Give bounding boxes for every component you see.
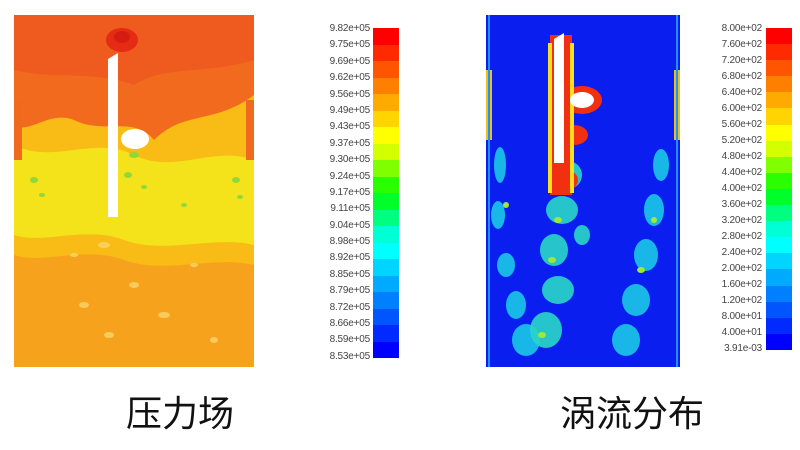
legend-swatch xyxy=(766,124,792,141)
legend-swatch xyxy=(766,108,792,125)
legend-swatch xyxy=(766,317,792,334)
legend-swatch xyxy=(373,160,399,177)
legend-label: 4.00e+02 xyxy=(721,183,763,194)
legend-label: 9.43e+05 xyxy=(329,121,371,133)
legend-swatch xyxy=(373,308,399,325)
legend-swatch xyxy=(766,285,792,302)
legend-label: 3.91e-03 xyxy=(724,343,762,354)
legend-label: 9.49e+05 xyxy=(329,104,371,116)
legend-label: 9.11e+05 xyxy=(330,203,370,215)
legend-label: 9.75e+05 xyxy=(329,39,371,51)
legend-label: 8.98e+05 xyxy=(329,236,371,248)
legend-label: 4.80e+02 xyxy=(721,151,763,162)
pressure-caption: 压力场 xyxy=(126,394,235,435)
legend-swatch xyxy=(373,259,399,276)
legend-swatch xyxy=(373,28,399,45)
legend-swatch xyxy=(766,205,792,222)
legend-swatch xyxy=(766,140,792,157)
legend-swatch xyxy=(373,94,399,111)
vorticity-legend-labels: 8.00e+02 7.60e+02 7.20e+02 6.80e+02 6.40… xyxy=(696,23,763,354)
legend-label: 2.40e+02 xyxy=(721,247,763,258)
legend-swatch xyxy=(766,333,792,350)
legend-label: 4.00e+01 xyxy=(721,327,763,338)
legend-swatch xyxy=(373,143,399,160)
pressure-panel: 9.82e+05 9.75e+05 9.69e+05 9.62e+05 9.56… xyxy=(14,15,399,435)
vorticity-panel: 8.00e+02 7.60e+02 7.20e+02 6.80e+02 6.40… xyxy=(400,0,800,450)
legend-label: 9.37e+05 xyxy=(329,137,371,149)
legend-swatch xyxy=(766,76,792,93)
legend-label: 2.00e+02 xyxy=(721,263,763,274)
vorticity-contour-svg xyxy=(486,15,680,367)
legend-label: 2.80e+02 xyxy=(721,231,763,242)
legend-swatch xyxy=(766,28,792,45)
legend-label: 9.56e+05 xyxy=(329,88,371,100)
legend-label: 8.53e+05 xyxy=(329,350,371,362)
legend-swatch xyxy=(373,341,399,358)
pressure-contour-svg xyxy=(14,15,254,367)
legend-swatch xyxy=(373,226,399,243)
legend-swatch xyxy=(766,156,792,173)
legend-swatch xyxy=(766,237,792,254)
legend-label: 1.60e+02 xyxy=(721,279,763,290)
legend-label: 7.60e+02 xyxy=(721,39,763,50)
legend-swatch xyxy=(766,221,792,238)
legend-swatch xyxy=(373,275,399,292)
legend-label: 9.62e+05 xyxy=(329,72,371,84)
legend-label: 3.60e+02 xyxy=(721,199,763,210)
legend-label: 6.00e+02 xyxy=(721,103,763,114)
legend-swatch xyxy=(766,253,792,270)
legend-label: 8.00e+01 xyxy=(721,311,763,322)
legend-swatch xyxy=(373,242,399,259)
legend-label: 9.17e+05 xyxy=(329,186,371,198)
legend-swatch xyxy=(373,325,399,342)
legend-label: 9.04e+05 xyxy=(329,219,371,231)
legend-swatch xyxy=(766,301,792,318)
pressure-legend-labels: 9.82e+05 9.75e+05 9.69e+05 9.62e+05 9.56… xyxy=(300,23,371,362)
legend-label: 9.24e+05 xyxy=(329,170,371,182)
vorticity-contour-plot xyxy=(486,15,680,367)
legend-swatch xyxy=(766,92,792,109)
legend-label: 8.85e+05 xyxy=(329,268,371,280)
legend-swatch xyxy=(766,269,792,286)
legend-label: 6.80e+02 xyxy=(721,71,763,82)
legend-swatch xyxy=(373,77,399,94)
legend-swatch xyxy=(373,127,399,144)
legend-label: 1.20e+02 xyxy=(721,295,763,306)
legend-swatch xyxy=(373,292,399,309)
legend-label: 8.79e+05 xyxy=(329,285,371,297)
vorticity-caption: 涡流分布 xyxy=(560,394,705,435)
legend-label: 7.20e+02 xyxy=(721,55,763,66)
legend-label: 5.20e+02 xyxy=(721,135,763,146)
pressure-contour-plot xyxy=(14,15,254,367)
legend-label: 9.30e+05 xyxy=(329,154,371,166)
legend-swatch xyxy=(373,110,399,127)
legend-swatch xyxy=(766,60,792,77)
legend-label: 3.20e+02 xyxy=(721,215,763,226)
legend-label: 9.69e+05 xyxy=(329,55,371,67)
legend-swatch xyxy=(373,209,399,226)
legend-label: 9.82e+05 xyxy=(329,23,371,34)
legend-label: 4.40e+02 xyxy=(721,167,763,178)
legend-label: 8.59e+05 xyxy=(329,334,371,346)
legend-label: 5.60e+02 xyxy=(721,119,763,130)
legend-label: 8.00e+02 xyxy=(721,23,763,34)
legend-swatch xyxy=(766,188,792,206)
vorticity-legend-bar xyxy=(766,28,792,350)
legend-swatch xyxy=(766,172,792,189)
pressure-legend-bar xyxy=(373,28,399,358)
legend-label: 8.66e+05 xyxy=(329,318,371,330)
legend-swatch xyxy=(373,44,399,61)
legend-label: 8.92e+05 xyxy=(329,252,371,264)
legend-swatch xyxy=(373,176,399,193)
legend-swatch xyxy=(766,44,792,61)
legend-label: 8.72e+05 xyxy=(329,301,371,313)
legend-swatch xyxy=(373,193,399,210)
legend-swatch xyxy=(373,61,399,78)
legend-label: 6.40e+02 xyxy=(721,87,763,98)
